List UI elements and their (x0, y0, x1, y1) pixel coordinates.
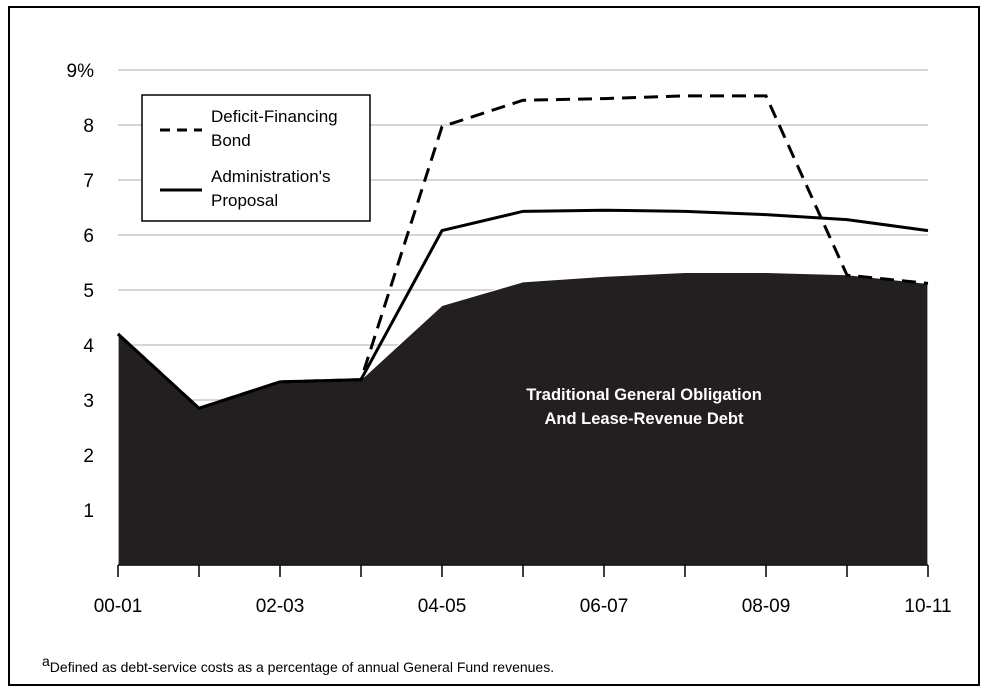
area-label: Traditional General Obligation And Lease-… (526, 386, 762, 428)
x-tick-label: 02-03 (256, 596, 305, 617)
legend-label: Proposal (211, 191, 278, 210)
deficit-financing-bond-line (116, 94, 929, 410)
x-tick-label: 06-07 (580, 596, 629, 617)
y-tick-label: 1 (83, 501, 94, 522)
area-label-line: And Lease-Revenue Debt (545, 410, 744, 428)
x-tick-label: 00-01 (94, 596, 143, 617)
y-tick-label: 3 (83, 391, 94, 412)
x-tick-label: 04-05 (418, 596, 467, 617)
legend-label: Deficit-Financing (211, 107, 338, 126)
y-axis-ticks: 9% 8 7 6 5 4 3 2 1 (67, 61, 95, 522)
y-tick-label: 6 (83, 226, 94, 247)
footnote-text: Defined as debt-service costs as a perce… (49, 659, 555, 675)
legend: Deficit-Financing Bond Administration's Pro… (141, 94, 371, 222)
axes (117, 564, 929, 577)
traditional-debt-area (117, 271, 929, 566)
y-tick-label: 4 (83, 336, 94, 357)
legend-box (141, 94, 371, 222)
y-tick-label: 2 (83, 446, 94, 467)
x-axis-ticks: 00-01 02-03 04-05 06-07 08-09 10-11 (94, 596, 952, 617)
area-label-line: Traditional General Obligation (526, 386, 762, 404)
chart-frame (8, 6, 980, 686)
y-tick-label: 7 (83, 171, 94, 192)
y-tick-label: 5 (83, 281, 94, 302)
footnote: aDefined as debt-service costs as a perc… (42, 653, 555, 675)
y-tick-label: 9% (67, 61, 95, 82)
legend-label: Administration's (211, 167, 330, 186)
y-tick-label: 8 (83, 116, 94, 137)
legend-label: Bond (211, 131, 251, 150)
x-tick-label: 08-09 (742, 596, 791, 617)
footnote-marker: a (42, 653, 50, 669)
x-tick-label: 10-11 (904, 596, 951, 617)
